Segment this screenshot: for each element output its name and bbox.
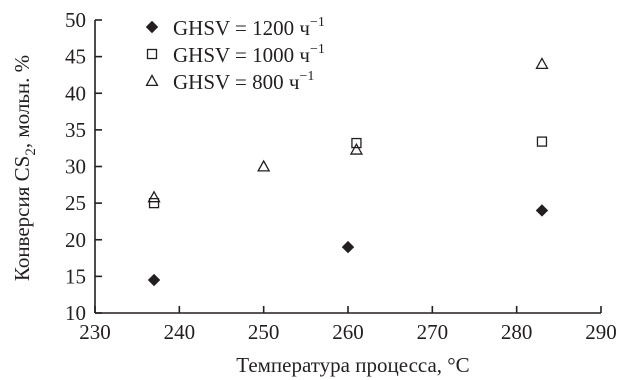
y-tick-label: 20 bbox=[65, 228, 86, 252]
y-tick-label: 30 bbox=[65, 155, 86, 179]
y-tick-label: 25 bbox=[65, 191, 86, 215]
series-2-point bbox=[536, 136, 548, 147]
data-points bbox=[147, 57, 549, 287]
x-axis-title: Температура процесса, °С bbox=[236, 353, 469, 377]
y-axis-title-main: Конверсия CS bbox=[10, 156, 34, 281]
series-3-point bbox=[257, 159, 271, 172]
legend-marker-1 bbox=[145, 20, 159, 34]
legend-label-superscript: −1 bbox=[310, 15, 325, 30]
legend-label-2: GHSV = 1000 ч−1 bbox=[173, 42, 325, 67]
x-tick-label: 260 bbox=[332, 320, 364, 344]
series-1-point bbox=[535, 204, 549, 217]
legend-label-superscript: −1 bbox=[310, 42, 325, 57]
legend-label-text: GHSV = 800 ч bbox=[173, 70, 300, 94]
legend-marker-2 bbox=[146, 48, 158, 60]
y-axis-title-subscript: 2 bbox=[23, 148, 39, 156]
x-tick-label: 290 bbox=[585, 320, 617, 344]
series-2-point bbox=[148, 197, 160, 209]
legend-label-text: GHSV = 1200 ч bbox=[173, 16, 310, 40]
axes bbox=[94, 20, 601, 314]
x-tick-label: 270 bbox=[417, 320, 449, 344]
y-axis-ticks: 10 15 20 25 30 35 40 45 50 bbox=[65, 8, 102, 325]
x-axis-ticks: 230 240 250 260 270 280 290 bbox=[79, 306, 617, 344]
x-tick-label: 230 bbox=[79, 320, 111, 344]
y-axis-title-unit: , мольн. % bbox=[10, 55, 34, 148]
legend-marker-3 bbox=[145, 74, 159, 87]
legend-label-1: GHSV = 1200 ч−1 bbox=[173, 15, 325, 40]
y-axis-title: Конверсия CS2, мольн. % bbox=[10, 55, 39, 281]
y-tick-label: 15 bbox=[65, 264, 86, 288]
y-tick-label: 40 bbox=[65, 81, 86, 105]
series-3-point bbox=[147, 190, 161, 203]
x-tick-label: 250 bbox=[248, 320, 280, 344]
y-tick-label: 35 bbox=[65, 118, 86, 142]
series-1-point bbox=[147, 273, 161, 287]
y-tick-label: 50 bbox=[65, 8, 86, 32]
series-1-point bbox=[341, 240, 355, 254]
y-tick-label: 10 bbox=[65, 301, 86, 325]
x-tick-label: 280 bbox=[501, 320, 533, 344]
legend-label-text: GHSV = 1000 ч bbox=[173, 43, 310, 67]
legend-label-superscript: −1 bbox=[299, 69, 314, 84]
y-tick-label: 45 bbox=[65, 45, 86, 69]
series-3-point bbox=[535, 57, 549, 69]
x-tick-label: 240 bbox=[164, 320, 196, 344]
legend-label-3: GHSV = 800 ч−1 bbox=[173, 69, 314, 94]
series-3-point bbox=[349, 142, 364, 155]
